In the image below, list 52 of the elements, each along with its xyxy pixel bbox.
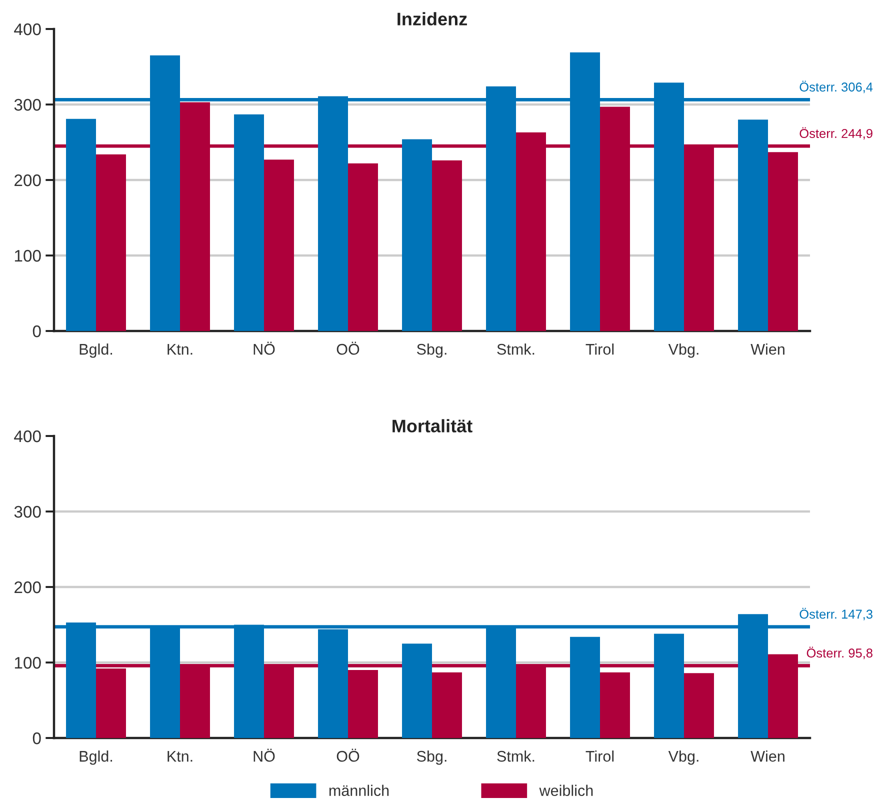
x-tick-label: Ktn. xyxy=(168,344,192,355)
ref-line-label: Österr. 147,3 xyxy=(800,608,872,620)
bar xyxy=(96,154,126,331)
x-tick-label: Vbg. xyxy=(668,750,698,765)
y-tick-label: 100 xyxy=(14,250,41,262)
y-tick-label: 300 xyxy=(14,506,41,518)
x-tick-label: NÖ xyxy=(254,748,275,762)
x-tick-label: NÖ xyxy=(254,342,275,355)
bar xyxy=(348,163,378,331)
x-tick-label: Wien xyxy=(750,750,784,762)
bar xyxy=(432,672,462,738)
x-tick-label: Vbg. xyxy=(668,344,698,358)
y-tick-label: 400 xyxy=(14,23,41,36)
bar xyxy=(402,139,432,331)
ref-line-label: Österr. 244,9 xyxy=(800,127,872,140)
bar xyxy=(600,672,630,738)
chart-title: Inzidenz xyxy=(398,12,467,26)
x-tick-label: Ktn. xyxy=(168,751,192,762)
bar xyxy=(348,670,378,738)
bar xyxy=(402,644,432,738)
y-tick-label: 200 xyxy=(14,581,41,594)
bar xyxy=(654,634,684,738)
y-tick-label: 0 xyxy=(32,325,41,338)
x-tick-label: Bgld. xyxy=(80,750,112,765)
ref-line-label: Österr. 95,8 xyxy=(806,646,872,660)
x-tick-label: Sbg. xyxy=(416,344,446,358)
bar xyxy=(264,160,294,331)
x-tick-label: Bgld. xyxy=(80,344,112,358)
legend-label: männlich xyxy=(329,784,389,796)
y-tick-label: 0 xyxy=(32,732,41,744)
bar xyxy=(432,160,462,331)
y-tick-label: 100 xyxy=(14,656,41,669)
y-tick-label: 400 xyxy=(14,430,41,442)
bar xyxy=(684,673,714,738)
x-tick-label: Stmk. xyxy=(497,344,534,355)
legend-label: weiblich xyxy=(539,784,593,796)
ref-line-label: Österr. 306,4 xyxy=(800,80,873,94)
x-tick-label: Tirol xyxy=(586,750,614,762)
bar xyxy=(738,120,768,331)
x-tick-label: Sbg. xyxy=(416,750,446,765)
bar xyxy=(570,636,600,738)
x-tick-label: OÖ xyxy=(336,748,360,762)
bar xyxy=(234,114,264,331)
x-tick-label: Wien xyxy=(750,344,784,355)
x-tick-label: OÖ xyxy=(336,342,360,355)
chart-title: Mortalität xyxy=(392,419,472,432)
x-tick-label: Stmk. xyxy=(497,750,534,762)
x-tick-label: Tirol xyxy=(586,344,614,355)
bar xyxy=(66,118,96,331)
bar xyxy=(768,152,798,331)
y-tick-label: 300 xyxy=(14,98,41,111)
y-tick-label: 200 xyxy=(14,174,41,186)
